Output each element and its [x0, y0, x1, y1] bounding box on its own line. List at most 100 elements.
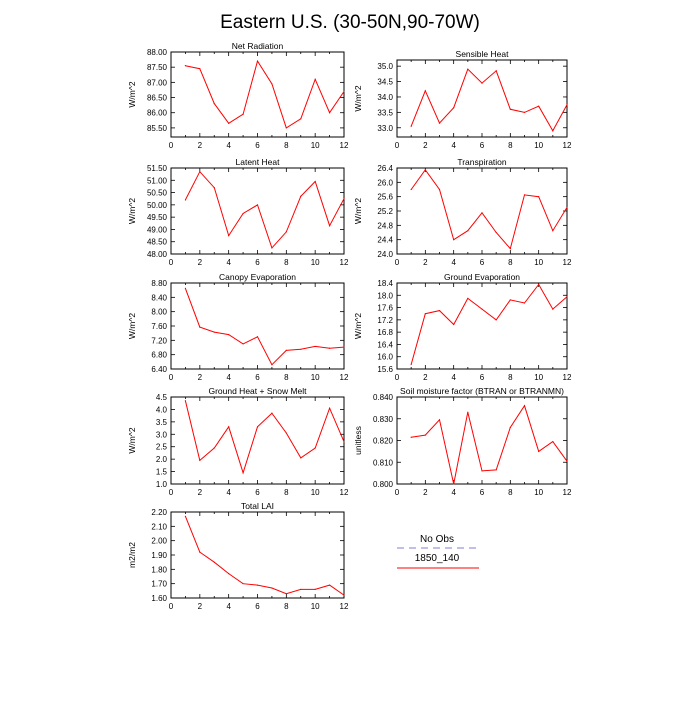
data-point: [228, 334, 230, 336]
data-point: [438, 188, 441, 191]
x-tick-label: 12: [563, 488, 572, 497]
y-tick-label: 2.00: [151, 537, 167, 546]
x-tick-label: 2: [423, 373, 428, 382]
data-point: [481, 470, 483, 472]
x-tick-label: 8: [508, 488, 513, 497]
data-point: [438, 310, 441, 312]
x-tick-label: 6: [480, 488, 485, 497]
series-line: [184, 400, 345, 475]
y-tick-label: 18.4: [377, 279, 393, 288]
y-tick-label: 7.20: [151, 336, 167, 345]
x-tick-label: 2: [198, 602, 203, 611]
data-point: [410, 363, 412, 365]
chart-panel-3: Latent Heat 0 2 4 6 8 10 12 48.00 48.50 49.00 49.50…: [127, 157, 349, 267]
data-point: [314, 78, 316, 80]
data-point: [314, 447, 316, 449]
data-point: [523, 111, 526, 113]
chart-panel-4: Transpiration 0 2 4 6 8 10 12 24.0 24.4 24.8 25.2 25…: [353, 157, 572, 267]
y-axis-label: W/m^2: [127, 313, 137, 339]
y-tick-label: 1.70: [151, 580, 167, 589]
series-line: [410, 283, 568, 365]
y-tick-label: 0.840: [373, 393, 394, 402]
y-tick-label: 3.0: [156, 430, 168, 439]
data-point: [328, 112, 331, 114]
series-line: [184, 170, 345, 249]
chart-panel-9: Total LAI 0 2 4 6 8 10 12 1.60 1.70 1.80 1.90 2.00 2.…: [127, 501, 349, 611]
data-point: [300, 588, 302, 591]
x-tick-label: 2: [198, 258, 203, 267]
data-point: [285, 593, 287, 595]
data-point: [467, 411, 469, 413]
chart-title: Sensible Heat: [456, 49, 510, 59]
data-point: [566, 206, 568, 209]
data-point: [271, 587, 273, 589]
data-point: [228, 426, 230, 428]
y-tick-label: 17.2: [377, 316, 393, 325]
data-point: [300, 348, 302, 350]
data-point: [453, 107, 455, 109]
y-tick-label: 88.00: [147, 48, 168, 57]
data-point: [495, 231, 497, 234]
chart-panel-5: Canopy Evaporation 0 2 4 6 8 10 12 6.40 6.80 7.20 7…: [127, 272, 349, 382]
data-point: [538, 450, 540, 452]
y-tick-label: 49.50: [147, 213, 168, 222]
y-tick-label: 2.20: [151, 508, 167, 517]
x-tick-label: 10: [311, 141, 320, 150]
data-point: [509, 248, 511, 250]
data-point: [271, 83, 273, 85]
x-tick-label: 2: [198, 488, 203, 497]
y-tick-label: 48.00: [147, 250, 168, 259]
data-point: [467, 297, 469, 299]
x-tick-label: 8: [284, 373, 289, 382]
chart-panel-1: Net Radiation 0 2 4 6 8 10 12 85.50 86.00 86.50 87.…: [127, 41, 349, 150]
x-tick-label: 6: [255, 258, 260, 267]
y-tick-label: 25.2: [377, 207, 393, 216]
y-tick-label: 2.10: [151, 522, 167, 531]
data-point: [566, 296, 568, 298]
data-point: [552, 440, 554, 443]
data-point: [424, 434, 426, 436]
x-tick-label: 0: [169, 258, 174, 267]
data-point: [242, 343, 244, 345]
x-tick-label: 0: [395, 141, 400, 150]
y-tick-label: 24.8: [377, 221, 393, 230]
y-tick-label: 17.6: [377, 304, 393, 313]
x-tick-label: 2: [198, 373, 203, 382]
data-point: [343, 198, 345, 200]
x-tick-label: 2: [423, 258, 428, 267]
data-point: [495, 469, 497, 471]
data-point: [184, 287, 187, 289]
x-tick-label: 6: [255, 373, 260, 382]
x-tick-label: 4: [226, 488, 231, 497]
y-tick-label: 0.800: [373, 480, 394, 489]
y-tick-label: 18.0: [377, 291, 393, 300]
legend-obs-label: No Obs: [420, 534, 454, 545]
x-tick-label: 8: [284, 602, 289, 611]
x-tick-label: 4: [226, 258, 231, 267]
data-point: [410, 125, 412, 127]
data-point: [495, 319, 497, 321]
chart-title: Ground Evaporation: [444, 272, 520, 282]
data-point: [256, 60, 259, 62]
x-tick-label: 4: [226, 602, 231, 611]
data-point: [424, 313, 426, 315]
x-tick-label: 12: [340, 141, 349, 150]
data-point: [184, 515, 187, 517]
y-tick-label: 0.830: [373, 415, 394, 424]
y-axis-label: W/m^2: [353, 85, 363, 111]
data-point: [242, 583, 244, 585]
x-tick-label: 10: [534, 258, 543, 267]
data-point: [552, 308, 554, 310]
x-tick-label: 12: [563, 141, 572, 150]
x-tick-label: 10: [311, 373, 320, 382]
x-tick-label: 8: [284, 258, 289, 267]
y-tick-label: 33.5: [377, 108, 393, 117]
y-tick-label: 0.810: [373, 458, 394, 467]
x-tick-label: 8: [508, 373, 513, 382]
data-point: [343, 441, 345, 443]
data-point: [285, 349, 287, 351]
data-point: [538, 196, 540, 198]
x-tick-label: 0: [169, 602, 174, 611]
data-point: [453, 483, 455, 485]
chart-panel-7: Ground Heat + Snow Melt 0 2 4 6 8 10 12 1.0 1.5 2.…: [127, 386, 349, 497]
